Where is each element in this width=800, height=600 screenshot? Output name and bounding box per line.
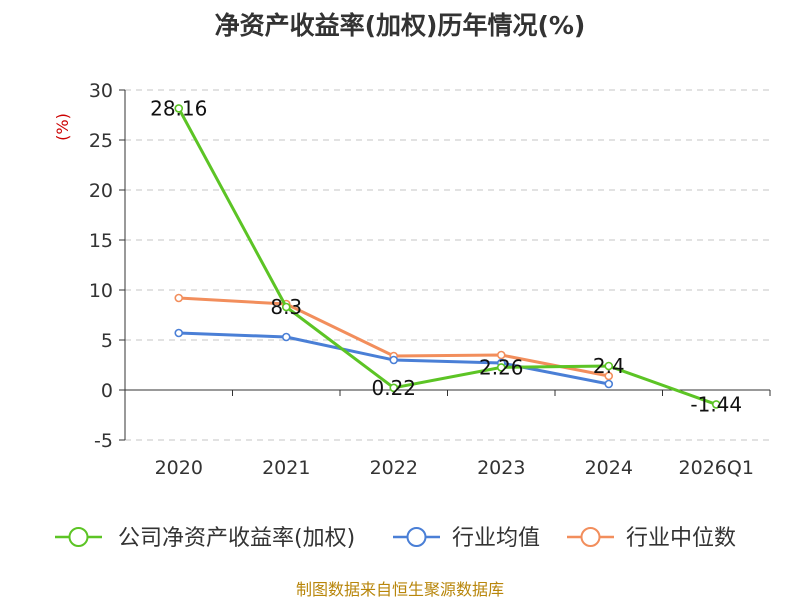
data-point <box>281 302 291 312</box>
y-tick-label: 30 <box>89 80 113 102</box>
data-point <box>389 355 399 365</box>
series-lines <box>174 104 721 409</box>
y-tick-label: 15 <box>89 230 113 252</box>
data-label: 28.16 <box>150 96 207 120</box>
x-tick-label: 2023 <box>477 457 525 479</box>
chart-title: 净资产收益率(加权)历年情况(%) <box>215 11 586 40</box>
legend-label: 行业中位数 <box>626 526 736 551</box>
data-point <box>711 400 721 409</box>
data-point <box>174 328 184 338</box>
data-point <box>604 379 614 389</box>
series-line <box>177 107 717 406</box>
data-label: -1.44 <box>690 392 742 416</box>
data-label: 8.3 <box>270 295 302 319</box>
x-tick-label: 2021 <box>262 457 310 479</box>
legend-label: 公司净资产收益率(加权) <box>118 526 355 551</box>
legend-swatch-marker <box>406 527 427 547</box>
data-point <box>604 371 614 381</box>
legend-label: 行业均值 <box>452 526 540 551</box>
y-tick-label: 5 <box>101 330 113 352</box>
y-tick-label: 0 <box>101 380 113 402</box>
data-labels: 28.16 8.3 0.22 2.26 2.4 -1.44 <box>150 96 742 416</box>
legend: 公司净资产收益率(加权) 行业均值 行业中位数 <box>55 526 736 551</box>
data-point <box>174 293 184 303</box>
x-tick-label: 2020 <box>155 457 203 479</box>
data-label: 0.22 <box>371 376 416 400</box>
y-tick-label: -5 <box>94 430 113 452</box>
axes: -5 0 5 10 15 20 25 30 2020 2021 2022 2023 2024 2026Q1 <box>89 80 771 479</box>
data-point <box>174 104 184 113</box>
y-tick-label: 25 <box>89 130 113 152</box>
data-point <box>604 361 614 371</box>
grid-lines <box>125 89 770 441</box>
data-label: 2.4 <box>593 354 625 378</box>
data-point <box>281 332 291 342</box>
x-tick-label: 2024 <box>585 457 633 479</box>
y-tick-label: 20 <box>89 180 113 202</box>
source-note: 制图数据来自恒生聚源数据库 <box>296 580 504 599</box>
data-point <box>496 363 506 372</box>
data-point <box>389 383 399 393</box>
y-axis-unit: (%) <box>53 113 72 141</box>
data-point <box>496 350 506 360</box>
legend-swatch-marker <box>68 527 89 547</box>
x-tick-label: 2022 <box>370 457 418 479</box>
y-tick-label: 10 <box>89 280 113 302</box>
legend-swatch-marker <box>580 527 601 547</box>
data-label: 2.26 <box>479 355 524 379</box>
x-tick-label: 2026Q1 <box>679 457 754 479</box>
